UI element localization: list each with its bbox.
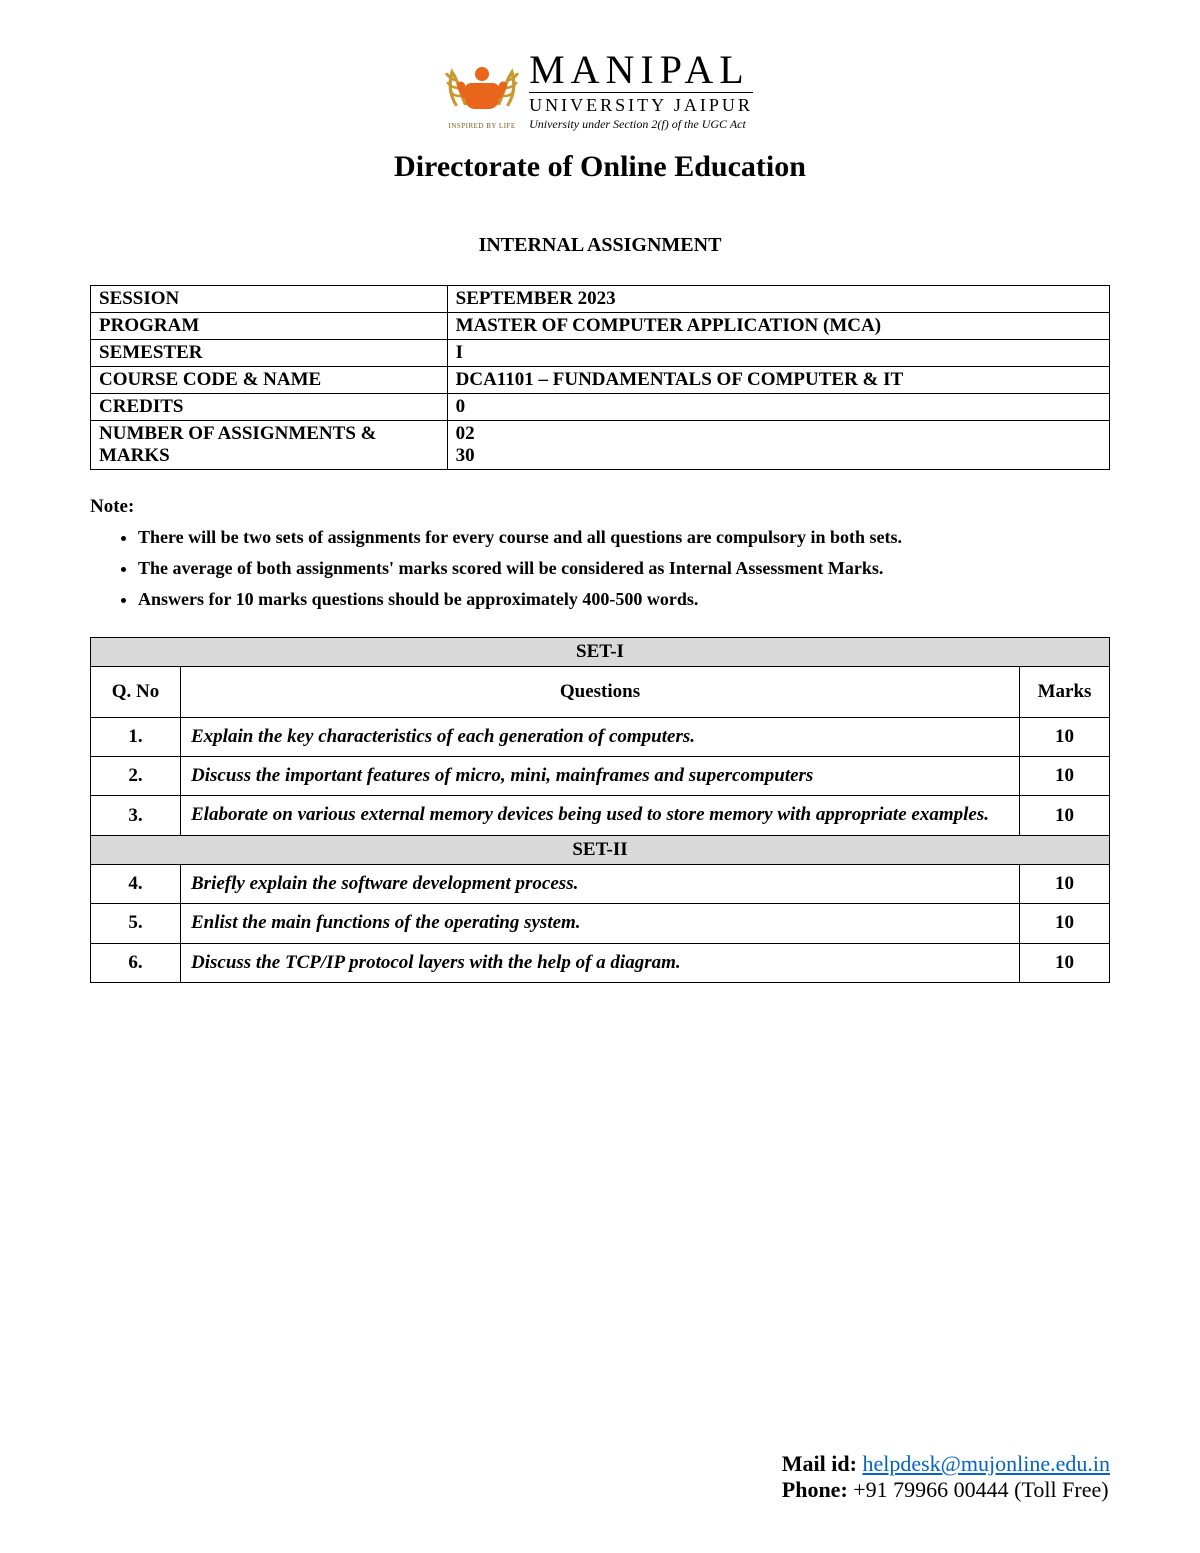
- question-row: 4.Briefly explain the software developme…: [91, 864, 1110, 903]
- questions-table: SET-I Q. No Questions Marks 1.Explain th…: [90, 637, 1110, 983]
- footer-mail-line: Mail id: helpdesk@mujonline.edu.in: [782, 1451, 1110, 1477]
- question-marks: 10: [1020, 864, 1110, 903]
- logo-emblem: INSPIRED BY LIFE: [447, 56, 517, 126]
- mail-link[interactable]: helpdesk@mujonline.edu.in: [862, 1451, 1110, 1476]
- document-page: INSPIRED BY LIFE MANIPAL UNIVERSITY JAIP…: [0, 0, 1200, 1553]
- question-text: Enlist the main functions of the operati…: [181, 904, 1020, 943]
- meta-value: I: [447, 339, 1109, 366]
- question-row: 1.Explain the key characteristics of eac…: [91, 717, 1110, 756]
- meta-label: PROGRAM: [91, 312, 448, 339]
- meta-row: PROGRAMMASTER OF COMPUTER APPLICATION (M…: [91, 312, 1110, 339]
- person-icon: [465, 71, 499, 111]
- question-marks: 10: [1020, 717, 1110, 756]
- notes-list: There will be two sets of assignments fo…: [90, 524, 1110, 613]
- meta-row: CREDITS0: [91, 393, 1110, 420]
- question-number: 5.: [91, 904, 181, 943]
- footer: Mail id: helpdesk@mujonline.edu.in Phone…: [782, 1451, 1110, 1503]
- logo-text-block: MANIPAL UNIVERSITY JAIPUR University und…: [529, 50, 753, 132]
- meta-value: 0230: [447, 420, 1109, 469]
- phone-value: +91 79966 00444 (Toll Free): [853, 1477, 1108, 1502]
- question-text: Briefly explain the software development…: [181, 864, 1020, 903]
- note-item: There will be two sets of assignments fo…: [138, 524, 1110, 551]
- question-text: Elaborate on various external memory dev…: [181, 796, 1020, 835]
- meta-value: 0: [447, 393, 1109, 420]
- question-row: 2.Discuss the important features of micr…: [91, 756, 1110, 795]
- question-row: 5.Enlist the main functions of the opera…: [91, 904, 1110, 943]
- footer-phone-line: Phone: +91 79966 00444 (Toll Free): [782, 1477, 1110, 1503]
- mail-label: Mail id:: [782, 1451, 863, 1476]
- logo-motto: INSPIRED BY LIFE: [447, 122, 517, 130]
- question-number: 1.: [91, 717, 181, 756]
- meta-value: SEPTEMBER 2023: [447, 285, 1109, 312]
- question-marks: 10: [1020, 796, 1110, 835]
- meta-row: COURSE CODE & NAMEDCA1101 – FUNDAMENTALS…: [91, 366, 1110, 393]
- question-text: Explain the key characteristics of each …: [181, 717, 1020, 756]
- note-label: Note:: [90, 496, 1110, 518]
- meta-label: SEMESTER: [91, 339, 448, 366]
- question-text: Discuss the important features of micro,…: [181, 756, 1020, 795]
- question-row: 6.Discuss the TCP/IP protocol layers wit…: [91, 943, 1110, 982]
- phone-label: Phone:: [782, 1477, 854, 1502]
- assignment-title: INTERNAL ASSIGNMENT: [90, 234, 1110, 257]
- question-marks: 10: [1020, 904, 1110, 943]
- col-marks: Marks: [1020, 666, 1110, 717]
- meta-value: DCA1101 – FUNDAMENTALS OF COMPUTER & IT: [447, 366, 1109, 393]
- col-qno: Q. No: [91, 666, 181, 717]
- set1-header: SET-I: [91, 637, 1110, 666]
- meta-label: SESSION: [91, 285, 448, 312]
- question-number: 3.: [91, 796, 181, 835]
- meta-label: COURSE CODE & NAME: [91, 366, 448, 393]
- logo-main-text: MANIPAL: [529, 50, 753, 90]
- note-item: Answers for 10 marks questions should be…: [138, 586, 1110, 613]
- col-questions: Questions: [181, 666, 1020, 717]
- question-number: 4.: [91, 864, 181, 903]
- meta-row: SESSIONSEPTEMBER 2023: [91, 285, 1110, 312]
- set2-header: SET-II: [91, 835, 1110, 864]
- meta-label: NUMBER OF ASSIGNMENTS & MARKS: [91, 420, 448, 469]
- university-logo-block: INSPIRED BY LIFE MANIPAL UNIVERSITY JAIP…: [90, 50, 1110, 132]
- meta-label: CREDITS: [91, 393, 448, 420]
- meta-row: SEMESTERI: [91, 339, 1110, 366]
- question-marks: 10: [1020, 943, 1110, 982]
- question-number: 6.: [91, 943, 181, 982]
- question-row: 3.Elaborate on various external memory d…: [91, 796, 1110, 835]
- meta-table: SESSIONSEPTEMBER 2023PROGRAMMASTER OF CO…: [90, 285, 1110, 470]
- question-text: Discuss the TCP/IP protocol layers with …: [181, 943, 1020, 982]
- logo-tagline: University under Section 2(f) of the UGC…: [529, 117, 753, 132]
- logo-sub-text: UNIVERSITY JAIPUR: [529, 92, 753, 117]
- note-item: The average of both assignments' marks s…: [138, 555, 1110, 582]
- meta-value: MASTER OF COMPUTER APPLICATION (MCA): [447, 312, 1109, 339]
- question-number: 2.: [91, 756, 181, 795]
- question-marks: 10: [1020, 756, 1110, 795]
- directorate-title: Directorate of Online Education: [90, 150, 1110, 184]
- meta-row: NUMBER OF ASSIGNMENTS & MARKS0230: [91, 420, 1110, 469]
